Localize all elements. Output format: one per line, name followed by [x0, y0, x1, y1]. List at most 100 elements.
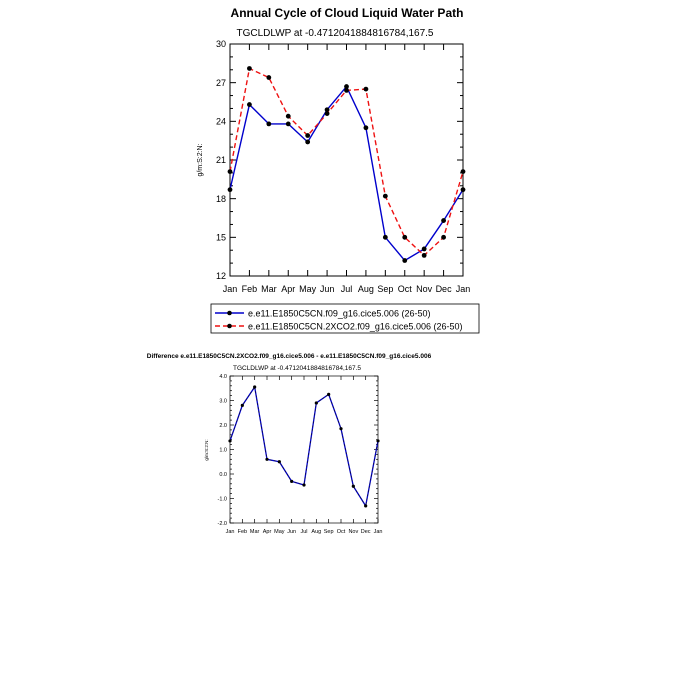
main-chart-series-1-point: [402, 258, 408, 263]
legend-box: [210, 303, 480, 334]
difference-chart-series-1-point: [265, 457, 269, 461]
main-chart-series-1-point: [266, 121, 272, 127]
difference-chart-series-1-point: [314, 401, 318, 405]
legend-series-2-label: e.e11.E1850C5CN.2XCO2.f09_g16.cice5.006 …: [248, 322, 462, 332]
main-chart-x-tick-label: Dec: [436, 284, 453, 294]
difference-chart-x-tick-label: Feb: [238, 529, 247, 535]
main-chart-y-ticks: 12 15 18 21 24 27 30: [216, 39, 463, 281]
main-chart-x-tick-label: Nov: [416, 284, 433, 294]
main-chart-series-1-point: [247, 102, 252, 107]
main-chart-series-1-point: [363, 125, 369, 131]
main-chart-x-tick-label: Jan: [223, 284, 238, 294]
main-chart-x-ticks: Jan Feb Mar Apr May Jun Jul Aug Sep Oct Nov Dec Jan: [223, 44, 471, 294]
difference-chart-x-tick-label: Apr: [263, 529, 272, 535]
difference-chart-subtitle: TGCLDLWP at -0.4712041884816784,167.5: [233, 365, 361, 372]
main-chart-series-1-point: [421, 246, 427, 252]
main-chart-series-2-point: [247, 66, 252, 71]
main-chart-series-2-point: [305, 133, 311, 138]
difference-chart-x-tick-label: Nov: [348, 529, 358, 535]
main-chart-series-1-point: [227, 187, 233, 193]
main-chart-y-tick-label: 21: [216, 155, 226, 165]
main-chart-series-2-point: [324, 111, 330, 116]
difference-chart-y-tick-label: 4.0: [219, 374, 227, 380]
difference-chart-y-tick-label: -1.0: [218, 496, 227, 502]
main-chart-x-tick-label: Jan: [456, 284, 471, 294]
main-chart-x-tick-label: Apr: [281, 284, 295, 294]
difference-chart-x-tick-label: Jan: [226, 529, 235, 535]
difference-chart-series-1-line: [229, 386, 379, 507]
main-chart-y-tick-label: 24: [216, 116, 226, 126]
main-chart-series-2-point: [227, 169, 233, 175]
difference-chart-series-1-point: [302, 483, 306, 487]
legend-series-1-marker: [227, 310, 232, 316]
difference-chart-series-1-point: [290, 479, 294, 483]
main-chart-subtitle: TGCLDLWP at -0.4712041884816784,167.5: [237, 28, 434, 39]
difference-chart-x-tick-label: Sep: [324, 529, 334, 535]
difference-chart-x-tick-label: Mar: [250, 529, 260, 535]
main-chart-y-tick-label: 15: [216, 232, 226, 242]
main-chart-series-1-point: [460, 187, 466, 193]
difference-chart-series-1-point: [364, 504, 368, 508]
main-chart-series-1-point: [344, 84, 349, 89]
difference-chart-plot-frame: [229, 375, 379, 524]
main-chart-y-axis-label: g/m:S:2:N:: [197, 143, 204, 176]
difference-chart-x-tick-label: Aug: [311, 529, 321, 535]
main-chart-series-2-point: [460, 169, 466, 175]
main-chart-series-1-line: [229, 85, 464, 262]
main-chart-y-tick-label: 27: [216, 78, 226, 88]
main-chart-series-2-point: [344, 88, 349, 93]
main-chart-y-tick-label: 12: [216, 271, 226, 281]
difference-chart-series-1-point: [351, 484, 355, 488]
main-chart-title: Annual Cycle of Cloud Liquid Water Path: [231, 6, 464, 20]
main-chart-series-2-line: [229, 67, 464, 257]
main-chart-x-tick-label: Feb: [242, 284, 258, 294]
main-chart-legend: e.e11.E1850C5CN.f09_g16.cice5.006 (26-50…: [210, 303, 480, 334]
difference-chart-x-tick-label: Jun: [287, 529, 296, 535]
main-chart-series-2-point: [382, 193, 388, 199]
legend-series-2-marker: [227, 323, 232, 329]
main-chart-plot-frame: [229, 43, 464, 277]
difference-chart-series-1-point: [327, 392, 331, 396]
main-chart-series-1-point: [285, 121, 291, 127]
difference-chart-series-1-point: [253, 385, 257, 389]
difference-chart-x-ticks: Jan Feb Mar Apr May Jun Jul Aug Sep Oct Nov Dec Jan: [226, 376, 383, 535]
main-chart-x-tick-label: Jul: [341, 284, 353, 294]
difference-chart-series-1-point: [240, 403, 244, 407]
difference-chart: Difference e.e11.E1850C5CN.2XCO2.f09_g16…: [147, 353, 432, 535]
difference-chart-series: [228, 385, 380, 508]
difference-chart-y-axis-label: g/m:S:2:N:: [204, 439, 209, 460]
difference-chart-y-ticks: -2.0 -1.0 0.0 1.0 2.0 3.0 4.0: [218, 374, 378, 527]
main-chart-x-tick-label: Sep: [377, 284, 393, 294]
main-chart-series-1-point: [324, 107, 330, 113]
main-chart-series-2-point: [421, 252, 427, 258]
main-chart-x-tick-label: Mar: [261, 284, 277, 294]
difference-chart-series-1-overlay: [229, 386, 379, 507]
main-chart-y-tick-label: 30: [216, 39, 226, 49]
legend-series-1-label: e.e11.E1850C5CN.f09_g16.cice5.006 (26-50…: [248, 309, 430, 319]
main-chart-series-2-point: [402, 234, 408, 240]
difference-chart-y-tick-label: -2.0: [218, 521, 227, 527]
difference-chart-y-tick-label: 2.0: [219, 423, 227, 429]
main-chart-x-tick-label: Jun: [320, 284, 335, 294]
difference-chart-x-tick-label: May: [274, 529, 285, 535]
main-chart-series-2-point: [266, 75, 272, 80]
difference-chart-y-tick-label: 3.0: [219, 398, 227, 404]
difference-chart-x-tick-label: Jul: [300, 529, 307, 535]
main-chart-series-1-point: [305, 139, 311, 145]
main-chart-series-2-point: [441, 234, 446, 240]
difference-chart-series-1-point: [228, 439, 232, 443]
difference-chart-title: Difference e.e11.E1850C5CN.2XCO2.f09_g16…: [147, 353, 432, 360]
difference-chart-x-tick-label: Dec: [361, 529, 371, 535]
difference-chart-y-tick-label: 0.0: [219, 472, 227, 478]
difference-chart-series-1-point: [376, 439, 380, 443]
main-chart-x-tick-label: Aug: [358, 284, 374, 294]
main-chart-y-tick-label: 18: [216, 194, 226, 204]
difference-chart-x-tick-label: Jan: [374, 529, 383, 535]
main-chart-series-2-point: [285, 113, 291, 119]
main-chart-series-1-point: [441, 218, 446, 223]
difference-chart-y-tick-label: 1.0: [219, 447, 227, 453]
main-chart-series-1-point: [382, 234, 388, 240]
main-chart-series-2-point: [363, 86, 369, 92]
main-chart: Annual Cycle of Cloud Liquid Water Path …: [197, 6, 470, 294]
